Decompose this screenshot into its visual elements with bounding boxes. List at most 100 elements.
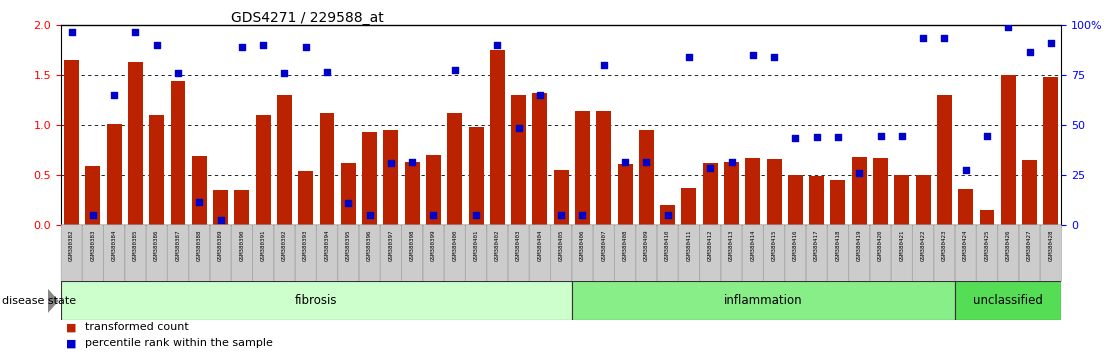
- Bar: [106, 124, 122, 225]
- FancyBboxPatch shape: [444, 225, 465, 281]
- Point: [553, 212, 571, 218]
- FancyBboxPatch shape: [359, 225, 380, 281]
- Point: [212, 217, 229, 223]
- FancyBboxPatch shape: [807, 225, 827, 281]
- Bar: [298, 171, 314, 225]
- FancyBboxPatch shape: [1040, 225, 1061, 281]
- Point: [787, 135, 804, 141]
- Bar: [213, 190, 228, 225]
- Point: [255, 42, 273, 47]
- Bar: [85, 166, 101, 225]
- Bar: [937, 95, 952, 225]
- Text: GSM380400: GSM380400: [452, 229, 458, 261]
- FancyBboxPatch shape: [678, 225, 699, 281]
- FancyBboxPatch shape: [465, 225, 486, 281]
- Polygon shape: [48, 289, 59, 313]
- Text: GSM380410: GSM380410: [665, 229, 670, 261]
- FancyBboxPatch shape: [934, 225, 955, 281]
- FancyBboxPatch shape: [296, 225, 316, 281]
- Text: GSM380424: GSM380424: [963, 229, 968, 261]
- Bar: [958, 189, 973, 225]
- FancyBboxPatch shape: [274, 225, 295, 281]
- FancyBboxPatch shape: [167, 225, 188, 281]
- Bar: [277, 95, 291, 225]
- Text: GSM380398: GSM380398: [410, 229, 414, 261]
- FancyBboxPatch shape: [828, 225, 849, 281]
- FancyBboxPatch shape: [317, 225, 338, 281]
- Bar: [831, 180, 845, 225]
- Text: GSM380427: GSM380427: [1027, 229, 1032, 261]
- Point: [445, 67, 463, 73]
- Point: [935, 35, 953, 41]
- Point: [701, 165, 719, 171]
- FancyBboxPatch shape: [146, 225, 167, 281]
- Point: [722, 159, 740, 165]
- Text: GSM380397: GSM380397: [389, 229, 393, 261]
- Point: [170, 70, 187, 76]
- Point: [766, 54, 783, 59]
- Bar: [383, 130, 399, 225]
- Text: GSM380389: GSM380389: [218, 229, 223, 261]
- Point: [808, 134, 825, 139]
- Point: [743, 52, 761, 58]
- Bar: [235, 190, 249, 225]
- Text: fibrosis: fibrosis: [295, 295, 338, 307]
- Bar: [64, 60, 79, 225]
- FancyBboxPatch shape: [232, 225, 253, 281]
- Text: GSM380417: GSM380417: [814, 229, 819, 261]
- Point: [233, 44, 250, 50]
- Bar: [681, 188, 697, 225]
- Text: GSM380418: GSM380418: [835, 229, 841, 261]
- Bar: [469, 127, 483, 225]
- Text: GSM380428: GSM380428: [1048, 229, 1054, 261]
- Text: GSM380396: GSM380396: [367, 229, 372, 261]
- Text: GSM380395: GSM380395: [346, 229, 351, 261]
- Point: [339, 200, 357, 206]
- Bar: [448, 113, 462, 225]
- Bar: [1044, 77, 1058, 225]
- Point: [999, 24, 1017, 30]
- Text: GSM380422: GSM380422: [921, 229, 925, 261]
- FancyBboxPatch shape: [572, 225, 593, 281]
- Point: [510, 125, 527, 131]
- Bar: [852, 157, 866, 225]
- Bar: [362, 132, 377, 225]
- Text: GSM380421: GSM380421: [900, 229, 904, 261]
- Text: GSM380394: GSM380394: [325, 229, 329, 261]
- Point: [126, 29, 144, 35]
- Bar: [788, 175, 803, 225]
- FancyBboxPatch shape: [849, 225, 870, 281]
- FancyBboxPatch shape: [636, 225, 657, 281]
- Text: GSM380419: GSM380419: [856, 229, 862, 261]
- Text: GSM380415: GSM380415: [771, 229, 777, 261]
- Bar: [61, 281, 572, 320]
- Text: GSM380388: GSM380388: [197, 229, 202, 261]
- Text: GSM380405: GSM380405: [558, 229, 564, 261]
- FancyBboxPatch shape: [615, 225, 636, 281]
- Text: GSM380404: GSM380404: [537, 229, 543, 261]
- Text: GSM380391: GSM380391: [260, 229, 266, 261]
- FancyBboxPatch shape: [657, 225, 678, 281]
- Point: [893, 133, 911, 139]
- Point: [914, 35, 932, 41]
- Bar: [129, 62, 143, 225]
- Bar: [809, 176, 824, 225]
- Bar: [511, 95, 526, 225]
- Bar: [702, 163, 718, 225]
- Text: GSM380402: GSM380402: [495, 229, 500, 261]
- Bar: [192, 156, 207, 225]
- Bar: [767, 159, 781, 225]
- FancyBboxPatch shape: [211, 225, 232, 281]
- FancyBboxPatch shape: [104, 225, 124, 281]
- Text: percentile rank within the sample: percentile rank within the sample: [85, 338, 274, 348]
- FancyBboxPatch shape: [188, 225, 209, 281]
- Text: GSM380408: GSM380408: [623, 229, 627, 261]
- FancyBboxPatch shape: [784, 225, 806, 281]
- Bar: [171, 81, 185, 225]
- Text: GSM380411: GSM380411: [687, 229, 691, 261]
- Text: GSM380425: GSM380425: [984, 229, 989, 261]
- FancyBboxPatch shape: [380, 225, 401, 281]
- FancyBboxPatch shape: [551, 225, 572, 281]
- Bar: [1001, 75, 1016, 225]
- Point: [829, 134, 847, 139]
